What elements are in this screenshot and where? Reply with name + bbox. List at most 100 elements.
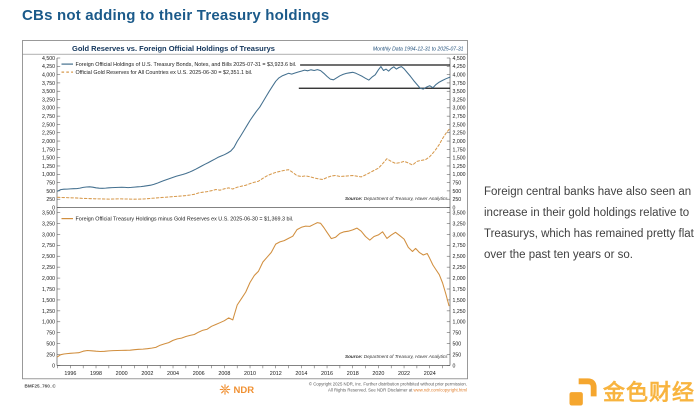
ytick-left: 750 xyxy=(46,331,55,337)
xtick-label: 2002 xyxy=(141,371,153,377)
legend-label: Official Gold Reserves for All Countries… xyxy=(76,70,253,76)
ytick-left: 1,250 xyxy=(42,309,55,315)
ytick-right: 250 xyxy=(453,352,462,358)
ytick-left: 750 xyxy=(46,180,55,186)
ytick-left: 2,250 xyxy=(42,131,55,137)
brand-name: 金色财经 xyxy=(602,380,695,405)
ytick-left: 500 xyxy=(46,342,55,348)
chart-subtitle: Monthly Data 1994-12-31 to 2025-07-31 xyxy=(373,47,464,53)
ytick-left: 2,000 xyxy=(42,139,55,145)
ytick-left: 4,000 xyxy=(42,73,55,79)
ndr-chart-svg: Gold Reserves vs. Foreign Official Holdi… xyxy=(22,40,468,400)
xtick-label: 2012 xyxy=(270,371,282,377)
copyright-line2: All Rights Reserved. See NDR Disclaimer … xyxy=(328,388,467,393)
ytick-right: 3,500 xyxy=(453,210,466,216)
ytick-left: 1,750 xyxy=(42,287,55,293)
ytick-left: 1,000 xyxy=(42,320,55,326)
ytick-right: 1,750 xyxy=(453,147,466,153)
xtick-label: 2008 xyxy=(218,371,230,377)
ytick-left: 3,250 xyxy=(42,221,55,227)
ytick-left: 2,500 xyxy=(42,122,55,128)
ytick-right: 3,000 xyxy=(453,232,466,238)
ytick-right: 250 xyxy=(453,197,462,203)
ytick-right: 750 xyxy=(453,180,462,186)
ytick-left: 4,500 xyxy=(42,56,55,62)
ndr-logo-text: NDR xyxy=(234,385,255,396)
ytick-right: 0 xyxy=(453,363,456,369)
annotation-line-1: Foreign central banks have also seen an xyxy=(484,186,692,198)
legend-label: Foreign Official Treasury Holdings minus… xyxy=(76,217,294,223)
ndr-star-icon xyxy=(225,390,230,394)
jinse-logo-icon xyxy=(569,378,597,406)
ytick-right: 750 xyxy=(453,331,462,337)
ytick-right: 4,500 xyxy=(453,56,466,62)
panel-bottom: 0 0 250 250 500 500 750 750 1,000 1,000 1,250 1,250… xyxy=(42,210,466,369)
ytick-right: 3,250 xyxy=(453,97,466,103)
ytick-right: 2,250 xyxy=(453,131,466,137)
ytick-left: 250 xyxy=(46,352,55,358)
ndr-logo: NDR xyxy=(219,384,255,396)
ytick-left: 2,750 xyxy=(42,114,55,120)
ytick-right: 3,000 xyxy=(453,106,466,112)
xtick-label: 2018 xyxy=(347,371,359,377)
ytick-left: 0 xyxy=(52,363,55,369)
xtick-label: 1998 xyxy=(90,371,102,377)
xtick-label: 2016 xyxy=(321,371,333,377)
source-note: Source: Department of Treasury, Haver An… xyxy=(345,354,448,359)
ytick-right: 3,500 xyxy=(453,89,466,95)
chart-id: BMF25_760_C xyxy=(25,384,57,389)
ytick-left: 1,500 xyxy=(42,156,55,162)
ytick-right: 3,750 xyxy=(453,81,466,87)
ytick-right: 0 xyxy=(453,205,456,211)
ytick-left: 250 xyxy=(46,197,55,203)
page-title: CBs not adding to their Treasury holding… xyxy=(22,7,330,24)
ytick-right: 2,500 xyxy=(453,254,466,260)
annotation-line-3: Treasurys, which has remained pretty fla… xyxy=(484,228,694,240)
ytick-right: 1,500 xyxy=(453,156,466,162)
ytick-left: 3,000 xyxy=(42,106,55,112)
panel-top: 0 0 250 250 500 500 750 750 1,000 1,000 1,250 1,250… xyxy=(42,56,466,211)
xtick-label: 2010 xyxy=(244,371,256,377)
ytick-right: 1,500 xyxy=(453,298,466,304)
ytick-right: 2,000 xyxy=(453,276,466,282)
xtick-label: 2020 xyxy=(372,371,384,377)
ytick-right: 2,750 xyxy=(453,243,466,249)
ytick-right: 1,250 xyxy=(453,309,466,315)
xtick-label: 2004 xyxy=(167,371,179,377)
xtick-label: 2014 xyxy=(295,371,307,377)
copyright-line1: © Copyright 2025 NDR, Inc. Further distr… xyxy=(309,381,467,386)
gold-line xyxy=(56,128,450,200)
ytick-right: 3,250 xyxy=(453,221,466,227)
treasury-line xyxy=(56,66,451,192)
ytick-left: 3,750 xyxy=(42,81,55,87)
ytick-left: 1,500 xyxy=(42,298,55,304)
ytick-left: 2,750 xyxy=(42,243,55,249)
xtick-label: 2024 xyxy=(424,371,436,377)
ytick-right: 1,000 xyxy=(453,320,466,326)
xtick-label: 2022 xyxy=(398,371,410,377)
ytick-left: 1,250 xyxy=(42,164,55,170)
annotation-line-2: increase in their gold holdings relative… xyxy=(484,207,690,219)
legend-label: Foreign Official Holdings of U.S. Treasu… xyxy=(76,62,297,68)
chart-background xyxy=(22,40,468,400)
ytick-left: 3,500 xyxy=(42,210,55,216)
ytick-left: 1,750 xyxy=(42,147,55,153)
x-axis-labels: 1996 1998 2000 2002 2004 2006 2008 2010 2012 2014… xyxy=(57,365,443,377)
ytick-left: 2,000 xyxy=(42,276,55,282)
ytick-right: 500 xyxy=(453,189,462,195)
xtick-label: 2006 xyxy=(193,371,205,377)
ytick-right: 500 xyxy=(453,342,462,348)
xtick-label: 1996 xyxy=(64,371,76,377)
ytick-right: 2,500 xyxy=(453,122,466,128)
ytick-left: 1,000 xyxy=(42,172,55,178)
ytick-left: 3,250 xyxy=(42,97,55,103)
ytick-left: 0 xyxy=(52,205,55,211)
ytick-right: 4,250 xyxy=(453,64,466,70)
annotation-text: Foreign central banks have also seen an … xyxy=(484,182,698,266)
source-note: Source: Department of Treasury, Haver An… xyxy=(345,196,448,201)
annotation-line-4: over the past ten years or so. xyxy=(484,249,633,261)
ytick-right: 2,000 xyxy=(453,139,466,145)
ytick-right: 1,250 xyxy=(453,164,466,170)
ndr-star-icon xyxy=(225,385,230,389)
